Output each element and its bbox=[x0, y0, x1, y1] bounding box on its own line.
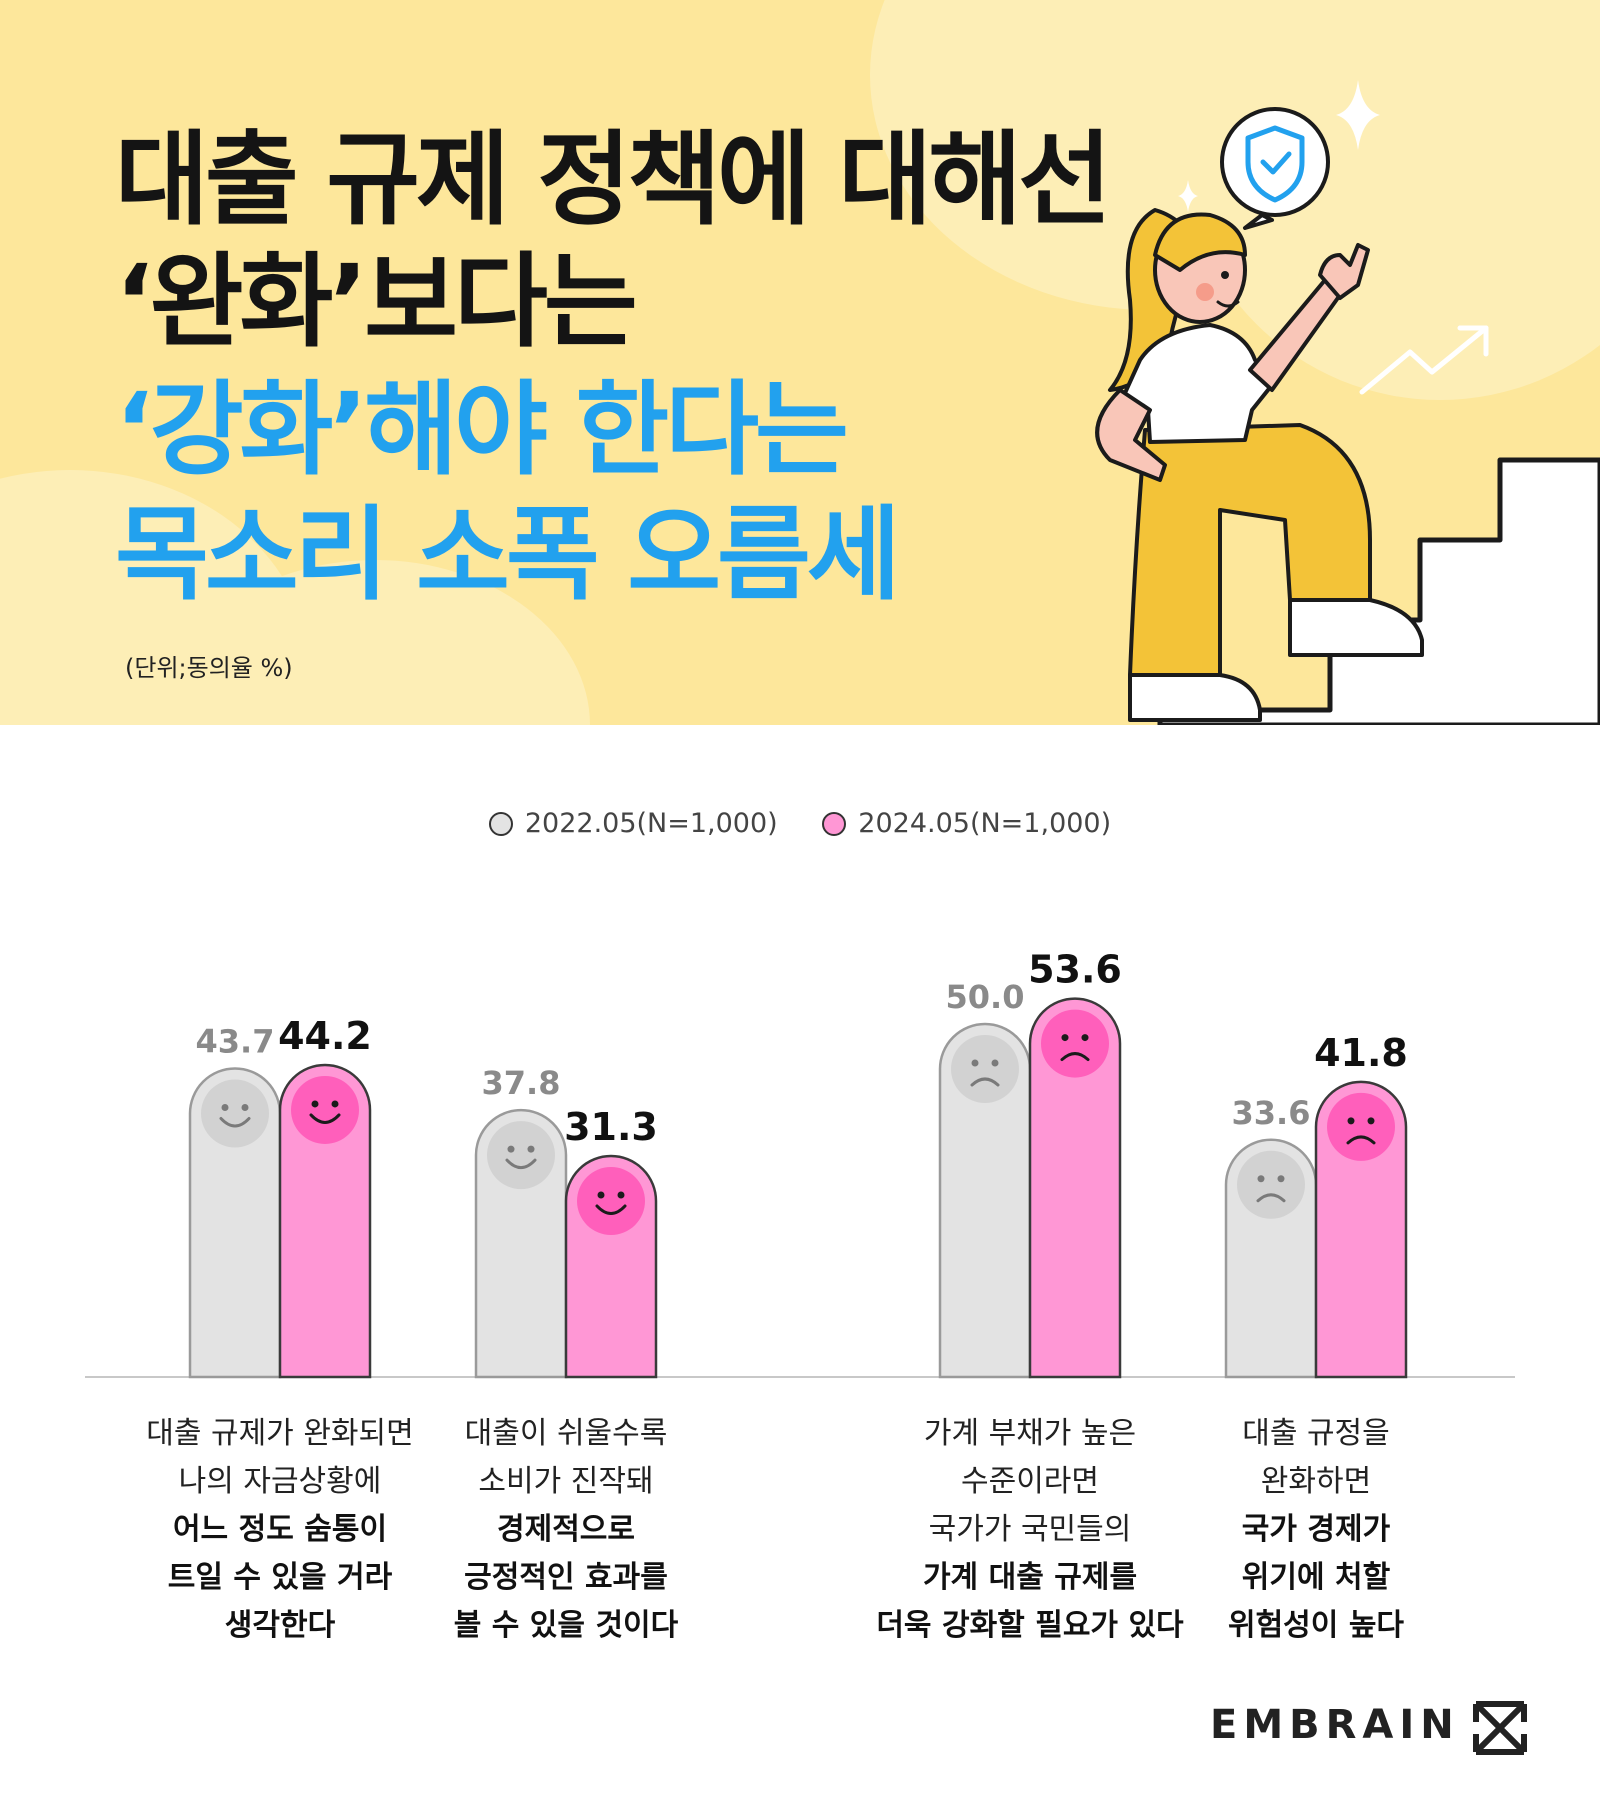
legend-label-2022: 2022.05(N=1,000) bbox=[524, 808, 778, 839]
frown-face-icon bbox=[1041, 1009, 1109, 1078]
woman-climbing-stairs-illustration bbox=[1095, 80, 1600, 725]
chart-legend: 2022.05(N=1,000) 2024.05(N=1,000) bbox=[0, 808, 1600, 848]
face-eye bbox=[241, 1103, 249, 1111]
shoe bbox=[1128, 673, 1262, 722]
shoe bbox=[1288, 598, 1424, 657]
face-eye bbox=[1347, 1117, 1355, 1125]
category-label-line: 가계 대출 규제를 bbox=[922, 1560, 1138, 1595]
unit-note: (단위;동의율 %) bbox=[125, 654, 293, 682]
bar-2024-cat1 bbox=[278, 1063, 372, 1379]
face-mouth bbox=[505, 1158, 537, 1170]
category-label-line: 나의 자금상황에 bbox=[178, 1464, 382, 1499]
face-eye bbox=[331, 1100, 339, 1108]
trousers bbox=[1128, 423, 1372, 677]
category-label-line: 생각한다 bbox=[224, 1608, 336, 1643]
legend-swatch-2022 bbox=[488, 811, 513, 836]
face-eye bbox=[991, 1059, 999, 1067]
bar-2022-cat1 bbox=[188, 1067, 282, 1379]
sparkle-icon bbox=[1178, 180, 1198, 212]
bar-2024-cat4 bbox=[1314, 1080, 1408, 1379]
stairs bbox=[1157, 457, 1600, 725]
legend-item-2024: 2024.05(N=1,000) bbox=[822, 808, 1111, 839]
face-eye bbox=[1277, 1175, 1285, 1183]
face-mouth bbox=[970, 1077, 1000, 1087]
embrain-logo-icon bbox=[1473, 1701, 1527, 1755]
category-label-line: 트일 수 있을 거라 bbox=[167, 1560, 393, 1595]
smile-face-icon bbox=[577, 1167, 645, 1236]
face-mouth bbox=[1060, 1052, 1090, 1062]
shirt bbox=[1113, 323, 1282, 444]
category-label-line: 위기에 처할 bbox=[1241, 1560, 1391, 1595]
category-label-line: 국가가 국민들의 bbox=[928, 1512, 1132, 1547]
smile-face-icon bbox=[201, 1079, 269, 1148]
data-label: 31.3 bbox=[564, 1105, 658, 1149]
face-mouth bbox=[1256, 1193, 1286, 1203]
category-label-line: 긍정적인 효과를 bbox=[464, 1560, 668, 1595]
smile-face-icon bbox=[291, 1075, 359, 1144]
header-banner: 대출 규제 정책에 대해선 ‘완화’보다는 ‘강화’해야 한다는 목소리 소폭 … bbox=[0, 0, 1600, 725]
face-eye bbox=[971, 1059, 979, 1067]
face-eye bbox=[507, 1145, 515, 1153]
trend-arrow-icon bbox=[1359, 325, 1489, 395]
data-label: 53.6 bbox=[1028, 948, 1122, 992]
face-eye bbox=[1367, 1117, 1375, 1125]
face-mouth bbox=[309, 1113, 341, 1124]
data-label: 44.2 bbox=[278, 1014, 372, 1058]
face-eye bbox=[1061, 1034, 1069, 1042]
shield-check-icon bbox=[1220, 107, 1330, 230]
face-mouth bbox=[595, 1204, 627, 1216]
smile-face-icon bbox=[487, 1121, 555, 1190]
category-label-line: 경제적으로 bbox=[497, 1512, 635, 1547]
face-eye bbox=[617, 1191, 625, 1199]
data-label: 33.6 bbox=[1232, 1094, 1311, 1132]
frown-face-icon bbox=[951, 1035, 1019, 1103]
category-label-line: 소비가 진작돼 bbox=[478, 1464, 654, 1499]
face-eye bbox=[221, 1103, 229, 1111]
category-label-line: 위험성이 높다 bbox=[1227, 1608, 1405, 1643]
category-label-line: 대출 규제가 완화되면 bbox=[146, 1416, 414, 1451]
category-label-line: 가계 부채가 높은 bbox=[923, 1416, 1137, 1451]
category-label-line: 볼 수 있을 것이다 bbox=[453, 1608, 679, 1643]
brand-wordmark: EMBRAIN bbox=[1210, 1702, 1460, 1748]
title-line-2: ‘완화’보다는 bbox=[115, 243, 638, 362]
face-eye bbox=[597, 1191, 605, 1199]
face-mouth bbox=[1346, 1135, 1376, 1145]
data-label: 41.8 bbox=[1314, 1031, 1408, 1075]
face-eye bbox=[1257, 1175, 1265, 1183]
data-label: 50.0 bbox=[946, 978, 1025, 1016]
category-label-line: 더욱 강화할 필요가 있다 bbox=[876, 1608, 1184, 1643]
title-line-3: ‘강화’해야 한다는 bbox=[115, 371, 849, 490]
face-eye bbox=[1081, 1034, 1089, 1042]
face-eye bbox=[311, 1100, 319, 1108]
data-label: 37.8 bbox=[482, 1064, 561, 1102]
category-label-line: 완화하면 bbox=[1260, 1464, 1372, 1499]
sparkle-icon bbox=[1336, 80, 1380, 150]
face-eye bbox=[527, 1145, 535, 1153]
legend-item-2022: 2022.05(N=1,000) bbox=[488, 808, 778, 839]
frown-face-icon bbox=[1237, 1150, 1305, 1219]
bar-2024-cat3 bbox=[1028, 997, 1122, 1379]
legend-label-2024: 2024.05(N=1,000) bbox=[858, 808, 1112, 839]
legend-swatch-2024 bbox=[822, 811, 847, 836]
category-label-line: 어느 정도 숨통이 bbox=[172, 1512, 388, 1547]
face-mouth bbox=[219, 1116, 251, 1128]
title-line-4: 목소리 소폭 오름세 bbox=[115, 496, 901, 615]
category-label-line: 국가 경제가 bbox=[1241, 1512, 1391, 1547]
category-label-line: 수준이라면 bbox=[961, 1464, 1099, 1499]
frown-face-icon bbox=[1327, 1092, 1395, 1161]
category-label-line: 대출 규정을 bbox=[1242, 1416, 1390, 1451]
bar-2022-cat3 bbox=[938, 1022, 1032, 1379]
category-label-line: 대출이 쉬울수록 bbox=[464, 1416, 668, 1451]
data-label: 43.7 bbox=[196, 1022, 275, 1060]
title-line-1: 대출 규제 정책에 대해선 bbox=[115, 121, 1112, 240]
